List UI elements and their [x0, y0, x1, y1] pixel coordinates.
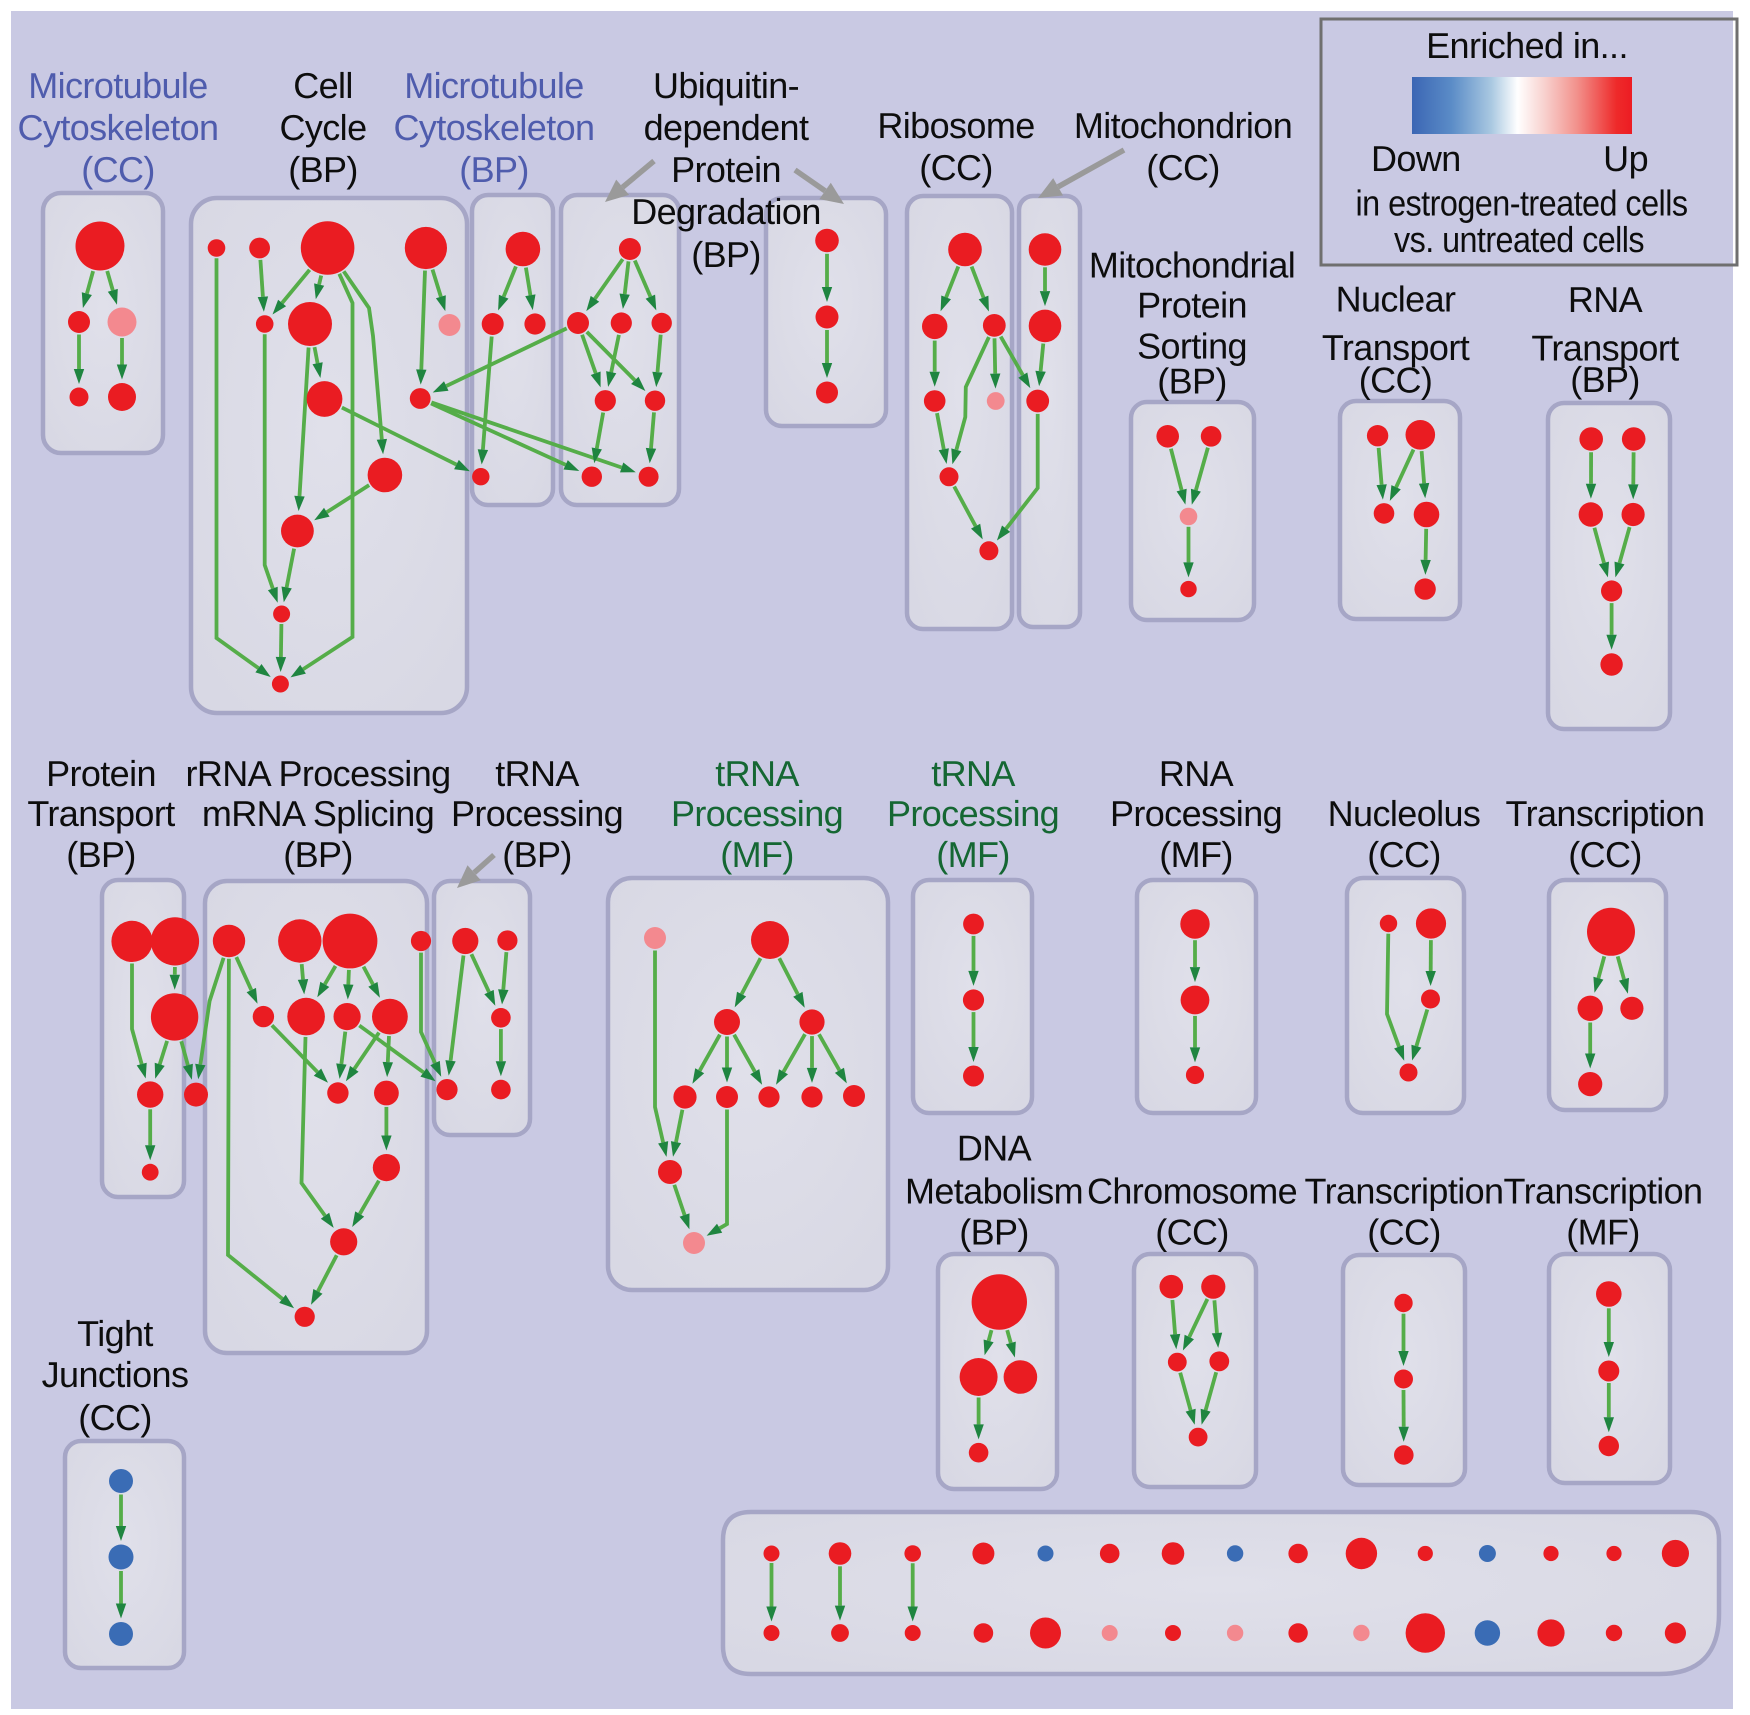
svg-text:Transport: Transport	[27, 793, 175, 834]
svg-text:(BP): (BP)	[1570, 359, 1640, 400]
svg-text:Mitochondrial: Mitochondrial	[1089, 245, 1295, 286]
svg-text:Transcription: Transcription	[1506, 793, 1705, 834]
svg-text:Ribosome: Ribosome	[877, 105, 1034, 146]
svg-text:(BP): (BP)	[459, 149, 529, 190]
svg-text:(MF): (MF)	[1159, 834, 1233, 875]
svg-text:Protein: Protein	[46, 753, 156, 794]
svg-text:Microtubule: Microtubule	[28, 65, 207, 106]
svg-text:Cell: Cell	[293, 65, 353, 106]
svg-text:(CC): (CC)	[1568, 834, 1642, 875]
svg-text:Chromosome: Chromosome	[1087, 1171, 1297, 1212]
svg-text:(CC): (CC)	[78, 1397, 152, 1438]
svg-text:rRNA Processing: rRNA Processing	[185, 753, 450, 794]
svg-text:(BP): (BP)	[691, 234, 761, 275]
svg-text:(BP): (BP)	[288, 149, 358, 190]
svg-text:mRNA Splicing: mRNA Splicing	[202, 793, 434, 834]
svg-text:Transport: Transport	[1531, 328, 1679, 369]
svg-text:Processing: Processing	[671, 793, 843, 834]
svg-text:Cytoskeleton: Cytoskeleton	[18, 107, 219, 148]
svg-text:(MF): (MF)	[1566, 1212, 1640, 1253]
svg-text:Processing: Processing	[1110, 793, 1282, 834]
svg-text:tRNA: tRNA	[715, 753, 799, 794]
svg-text:(CC): (CC)	[1367, 1212, 1441, 1253]
svg-text:Cytoskeleton: Cytoskeleton	[394, 107, 595, 148]
svg-text:(CC): (CC)	[1146, 147, 1220, 188]
svg-text:Ubiquitin-: Ubiquitin-	[653, 65, 799, 106]
svg-text:(CC): (CC)	[1367, 834, 1441, 875]
svg-text:Transport: Transport	[1322, 327, 1470, 368]
svg-text:DNA: DNA	[957, 1128, 1032, 1169]
svg-text:tRNA: tRNA	[931, 753, 1015, 794]
svg-text:Processing: Processing	[887, 793, 1059, 834]
svg-text:(CC): (CC)	[81, 149, 155, 190]
svg-text:Microtubule: Microtubule	[404, 65, 583, 106]
svg-text:(CC): (CC)	[1359, 360, 1433, 401]
svg-text:(CC): (CC)	[1155, 1212, 1229, 1253]
svg-text:in estrogen-treated cells: in estrogen-treated cells	[1356, 183, 1688, 224]
svg-text:(BP): (BP)	[502, 834, 572, 875]
svg-text:Up: Up	[1603, 138, 1648, 179]
svg-text:(CC): (CC)	[919, 147, 993, 188]
svg-text:Junctions: Junctions	[42, 1354, 189, 1395]
svg-text:Protein: Protein	[1137, 285, 1247, 326]
svg-text:(MF): (MF)	[720, 834, 794, 875]
svg-text:tRNA: tRNA	[495, 753, 579, 794]
svg-text:Metabolism: Metabolism	[905, 1171, 1083, 1212]
svg-text:Nuclear: Nuclear	[1336, 279, 1456, 320]
svg-text:Down: Down	[1371, 138, 1461, 179]
svg-text:(BP): (BP)	[283, 834, 353, 875]
svg-text:RNA: RNA	[1159, 753, 1234, 794]
svg-text:Sorting: Sorting	[1137, 326, 1247, 367]
svg-text:(BP): (BP)	[959, 1212, 1029, 1253]
svg-text:Nucleolus: Nucleolus	[1328, 793, 1481, 834]
svg-text:Enriched in...: Enriched in...	[1426, 25, 1628, 66]
svg-text:Tight: Tight	[77, 1313, 153, 1354]
svg-text:dependent: dependent	[644, 107, 809, 148]
svg-text:Degradation: Degradation	[631, 191, 821, 232]
svg-text:RNA: RNA	[1568, 279, 1643, 320]
svg-text:Protein: Protein	[671, 149, 781, 190]
svg-text:Transcription: Transcription	[1305, 1171, 1504, 1212]
svg-text:Transcription: Transcription	[1504, 1171, 1703, 1212]
svg-text:(BP): (BP)	[66, 834, 136, 875]
svg-text:(BP): (BP)	[1157, 361, 1227, 402]
svg-text:Mitochondrion: Mitochondrion	[1074, 105, 1292, 146]
svg-text:vs. untreated cells: vs. untreated cells	[1394, 219, 1644, 260]
svg-text:Cycle: Cycle	[279, 107, 366, 148]
svg-text:(MF): (MF)	[936, 834, 1010, 875]
svg-text:Processing: Processing	[451, 793, 623, 834]
